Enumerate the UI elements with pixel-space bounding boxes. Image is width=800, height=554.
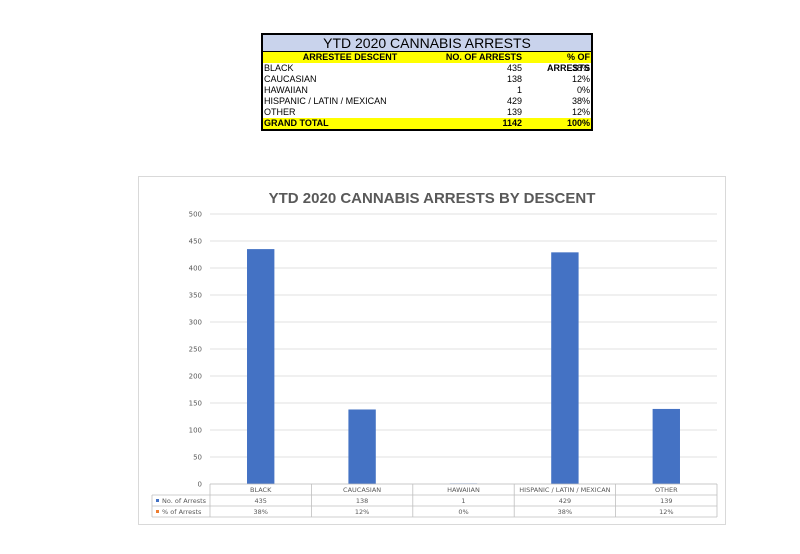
total-label: GRAND TOTAL [264, 118, 329, 128]
data-label: 435 [254, 497, 266, 505]
y-tick-label: 450 [189, 238, 202, 246]
row-arrests: 429 [506, 96, 522, 106]
y-tick-label: 150 [189, 400, 202, 408]
legend-key-arrests [156, 499, 159, 502]
data-label: 0% [458, 508, 468, 516]
total-arrests: 1142 [502, 118, 522, 128]
row-percent: 38% [571, 96, 590, 106]
row-percent: 12% [571, 74, 590, 84]
row-arrests: 139 [506, 107, 522, 117]
table-total-row: GRAND TOTAL 1142 100% [263, 118, 591, 129]
bar [551, 252, 579, 484]
row-arrests: 1 [516, 85, 522, 95]
y-tick-label: 500 [189, 211, 202, 219]
data-label: 138 [356, 497, 368, 505]
table-row: HISPANIC / LATIN / MEXICAN 429 38% [263, 96, 591, 107]
legend-label: No. of Arrests [162, 497, 207, 505]
y-tick-label: 200 [189, 373, 202, 381]
row-descent: CAUCASIAN [264, 74, 317, 84]
header-arrests: NO. OF ARRESTS [445, 52, 522, 62]
bar [652, 408, 680, 484]
table-row: CAUCASIAN 138 12% [263, 74, 591, 85]
category-label: BLACK [250, 486, 272, 494]
data-label: 139 [660, 497, 672, 505]
legend-key-percent [156, 510, 159, 513]
row-arrests: 435 [506, 63, 522, 73]
bar [247, 249, 275, 484]
row-descent: HAWAIIAN [264, 85, 308, 95]
row-descent: BLACK [264, 63, 294, 73]
data-label: 38% [253, 508, 267, 516]
y-tick-label: 400 [189, 265, 202, 273]
category-label: CAUCASIAN [343, 486, 381, 494]
y-tick-label: 0 [198, 481, 202, 489]
category-label: HISPANIC / LATIN / MEXICAN [519, 486, 610, 494]
arrests-bar-chart: YTD 2020 CANNABIS ARRESTS BY DESCENT 0 50… [138, 176, 726, 525]
chart-canvas: YTD 2020 CANNABIS ARRESTS BY DESCENT 0 50… [151, 190, 718, 518]
category-label: HAWAIIAN [447, 486, 480, 494]
row-percent: 12% [571, 107, 590, 117]
y-tick-label: 50 [193, 454, 202, 462]
data-label: 12% [659, 508, 673, 516]
chart-title: YTD 2020 CANNABIS ARRESTS BY DESCENT [269, 190, 596, 207]
row-descent: HISPANIC / LATIN / MEXICAN [264, 96, 387, 106]
data-label: 429 [559, 497, 571, 505]
header-descent: ARRESTEE DESCENT [302, 52, 398, 62]
header-percent: % OF ARRESTS [546, 52, 590, 73]
row-percent: 0% [576, 85, 590, 95]
table-header-row: ARRESTEE DESCENT NO. OF ARRESTS % OF ARR… [263, 52, 591, 73]
arrests-summary-table: YTD 2020 CANNABIS ARRESTS ARRESTEE DESCE… [261, 33, 593, 131]
row-percent: 38% [571, 63, 590, 73]
category-label: OTHER [655, 486, 678, 494]
y-tick-label: 300 [189, 319, 202, 327]
table-row: BLACK 435 38% [263, 63, 591, 74]
data-label: 12% [355, 508, 369, 516]
data-label: 1 [461, 497, 465, 505]
row-arrests: 138 [506, 74, 522, 84]
table-title: YTD 2020 CANNABIS ARRESTS [263, 35, 591, 52]
data-label: 38% [558, 508, 572, 516]
total-percent: 100% [566, 118, 590, 128]
y-tick-label: 100 [189, 427, 202, 435]
legend-label: % of Arrests [162, 508, 202, 516]
row-descent: OTHER [264, 107, 296, 117]
y-tick-label: 250 [189, 346, 202, 354]
table-row: OTHER 139 12% [263, 107, 591, 118]
table-row: HAWAIIAN 1 0% [263, 85, 591, 96]
bar [348, 409, 376, 484]
y-tick-label: 350 [189, 292, 202, 300]
